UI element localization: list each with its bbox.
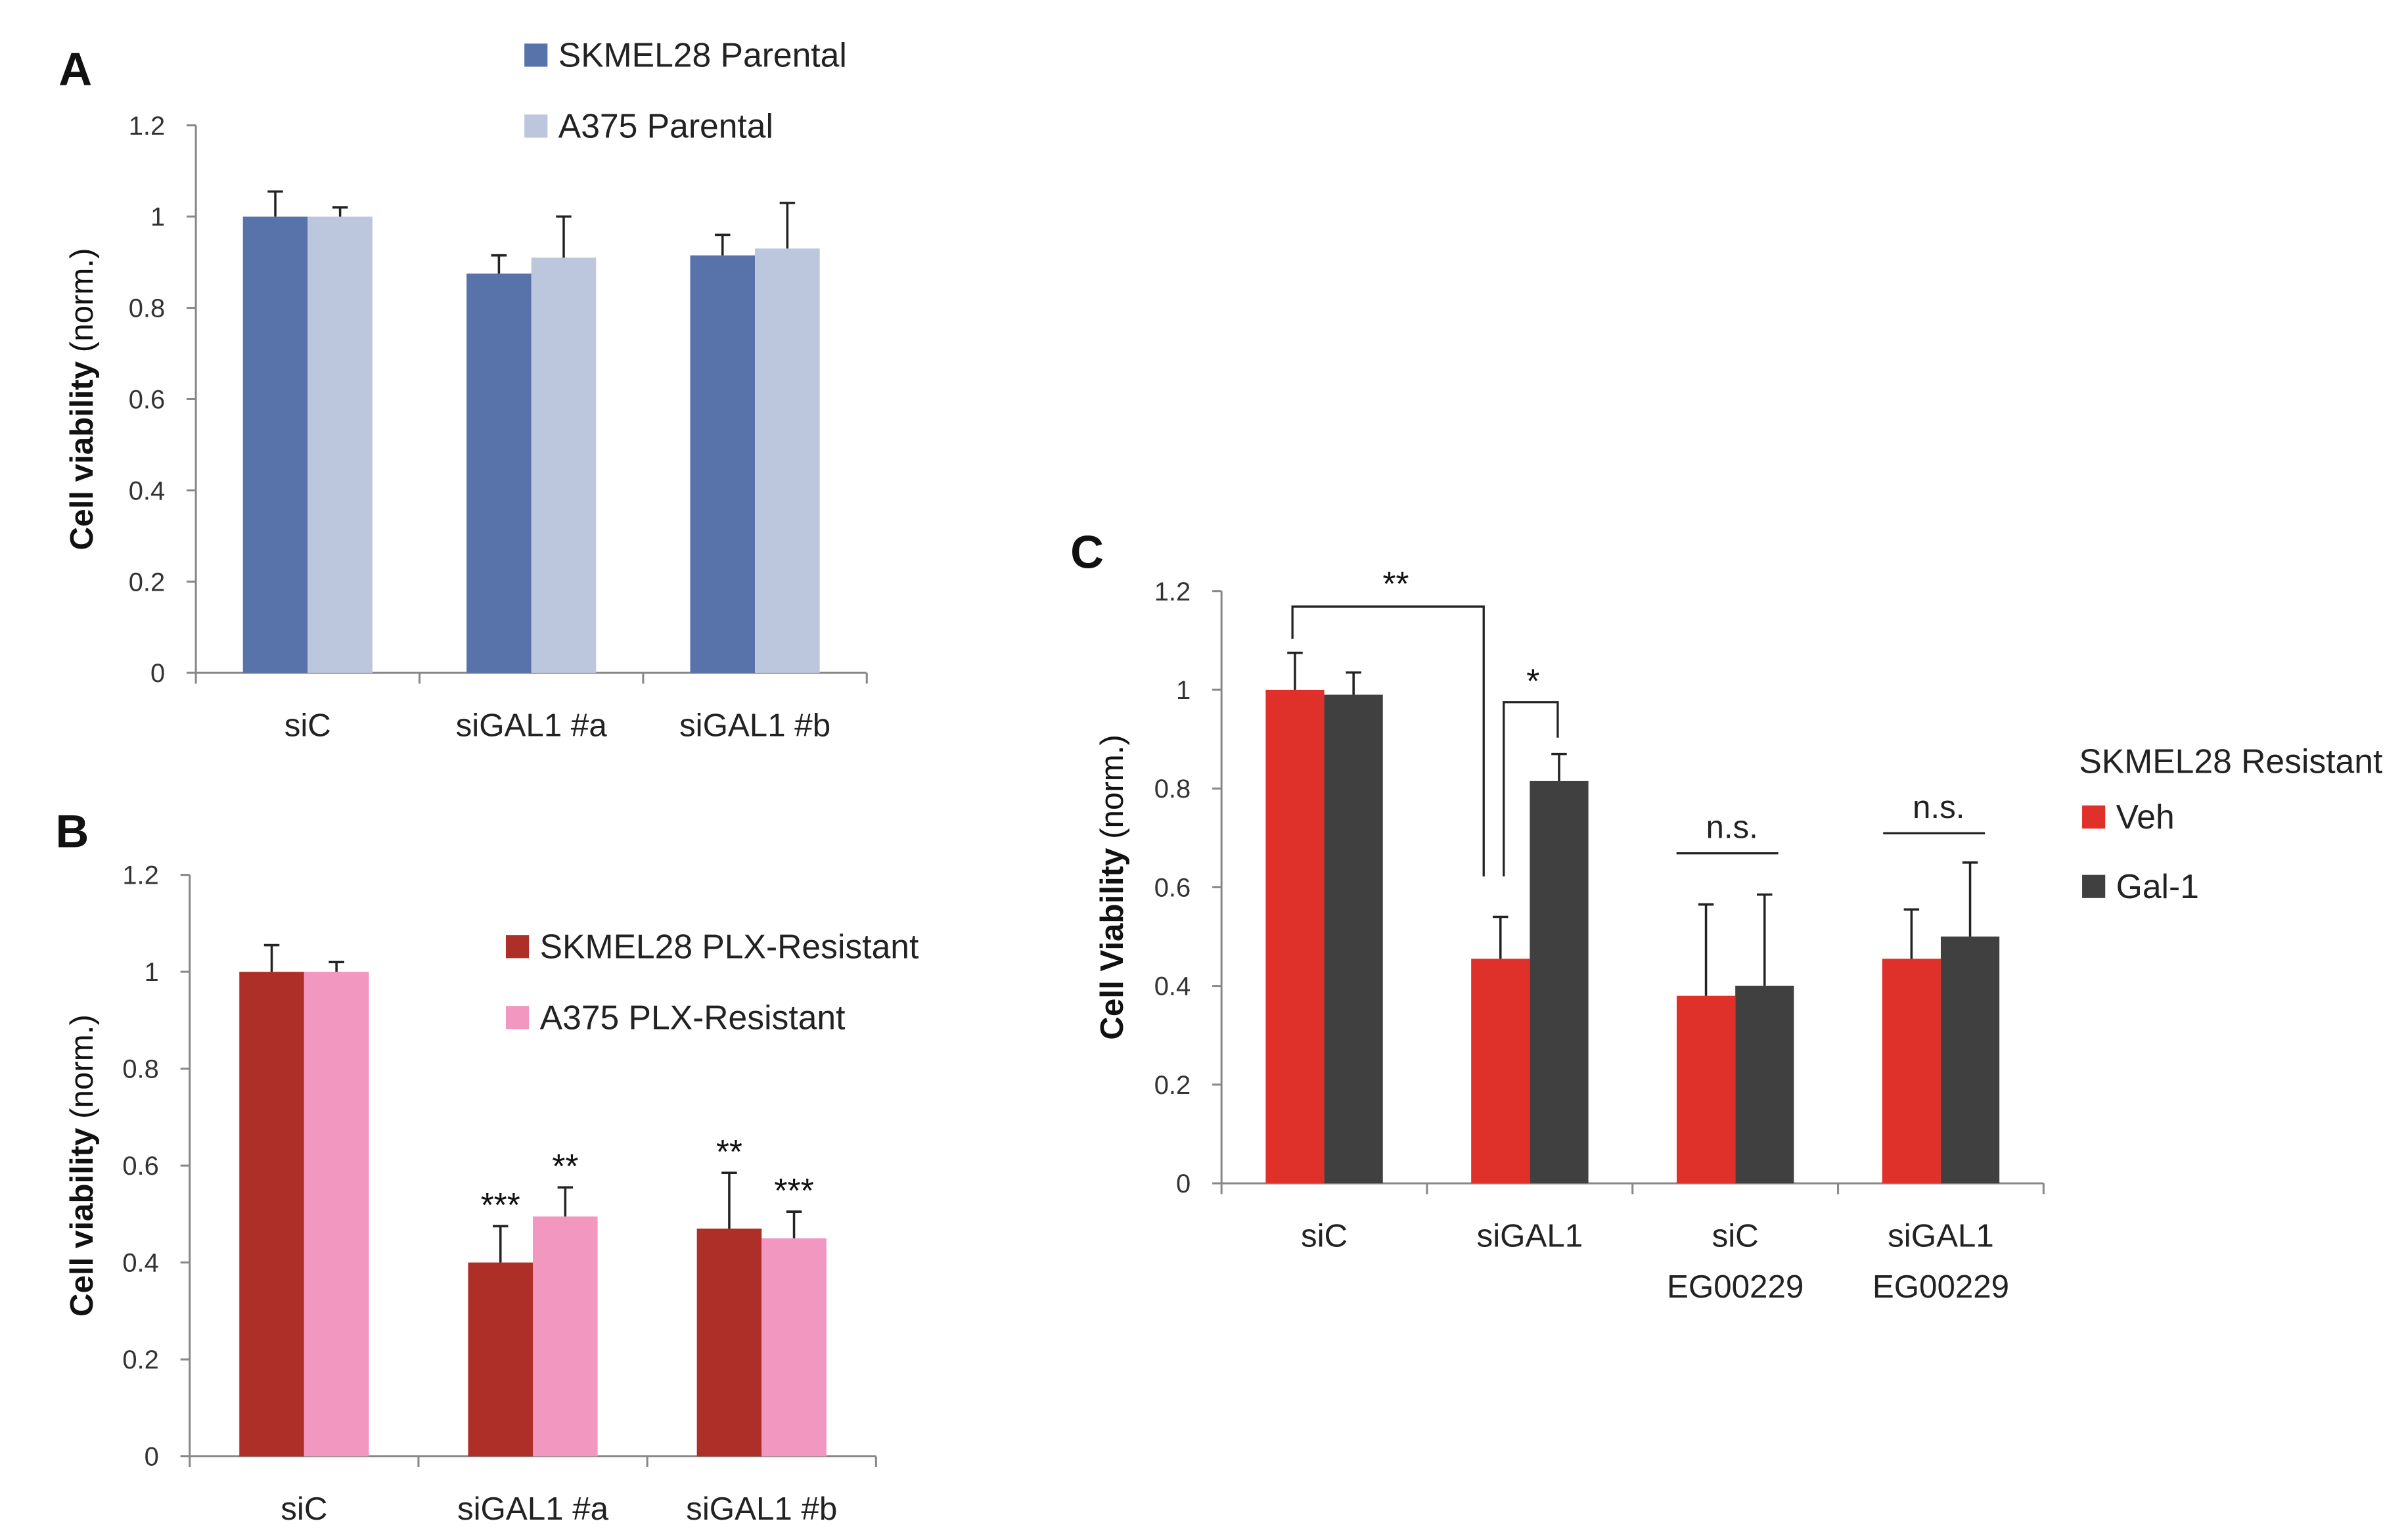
bar: [1735, 985, 1794, 1184]
bar: [1324, 694, 1383, 1184]
y-tick-label: 0.6: [122, 1152, 158, 1181]
y-axis-label-bold: Cell viability: [64, 1127, 100, 1317]
legend-swatch: [505, 935, 530, 959]
legend-swatch: [2082, 874, 2106, 898]
x-category-label: siC: [1712, 1217, 1759, 1254]
bar: [468, 1262, 533, 1457]
legend-label: A375 Parental: [558, 107, 773, 145]
significance-label: **: [1382, 565, 1409, 603]
legend-swatch: [505, 1006, 530, 1030]
y-tick-label: 1: [150, 203, 165, 232]
bar: [304, 972, 369, 1457]
panel-label: A: [58, 43, 92, 95]
bar: [761, 1238, 827, 1457]
significance-label: n.s.: [1706, 809, 1758, 845]
y-axis-label-bold: Cell viability: [64, 361, 100, 550]
bar: [1530, 781, 1589, 1184]
significance-label: n.s.: [1913, 789, 1964, 825]
chart-panel-a: A 0 0.2 0.4 0.6 0.8 1 1.2 Cell viability (norm.)…: [58, 36, 868, 743]
x-category-label: siC: [284, 707, 331, 743]
y-tick-label: 0.4: [1154, 972, 1191, 1001]
legend-swatch: [524, 43, 548, 67]
bar: [307, 216, 373, 673]
bar: [531, 258, 597, 673]
legend-label: SKMEL28 Parental: [558, 36, 847, 74]
significance-bracket: [1291, 605, 1485, 876]
bar: [690, 255, 756, 673]
y-axis-label: Cell viability (norm.): [64, 1014, 100, 1317]
bar: [466, 273, 532, 673]
y-tick-label: 0: [150, 659, 165, 688]
chart-panel-c: C 0 0.2 0.4 0.6 0.8 1 1.2 Cell Viability (norm.)…: [1070, 526, 2382, 1304]
y-tick-label: 0.6: [129, 386, 165, 415]
y-tick-label: 1.2: [122, 861, 158, 890]
x-category-label: EG00229: [1873, 1269, 2009, 1305]
bar: [239, 972, 304, 1457]
bar: [242, 216, 308, 673]
legend-swatch: [2082, 805, 2106, 829]
x-category-label: siGAL1 #b: [686, 1491, 837, 1527]
y-tick-label: 0.2: [1154, 1071, 1191, 1100]
y-tick-label: 0.8: [129, 294, 165, 323]
bar: [1471, 959, 1530, 1184]
x-category-label: EG00229: [1667, 1269, 1804, 1305]
x-category-label: siGAL1 #b: [679, 707, 830, 743]
bar: [696, 1228, 762, 1457]
significance-label: ***: [774, 1171, 813, 1210]
x-category-label: siC: [281, 1491, 327, 1527]
y-tick-label: 0.2: [129, 568, 165, 597]
y-axis-label-unit: (norm.): [64, 1014, 100, 1127]
y-axis-label: Cell viability (norm.): [64, 248, 100, 550]
legend-label: Veh: [2116, 798, 2175, 836]
y-tick-label: 1.2: [1154, 578, 1191, 606]
y-tick-label: 0: [145, 1443, 159, 1472]
significance-bracket: [1503, 701, 1559, 876]
y-tick-label: 0: [1176, 1169, 1191, 1198]
bar: [1676, 995, 1736, 1184]
y-axis-label-bold: Cell Viability: [1094, 848, 1130, 1040]
bar: [1940, 936, 2000, 1184]
significance-label: **: [716, 1133, 742, 1171]
legend-label: A375 PLX-Resistant: [540, 998, 846, 1036]
x-category-label: siGAL1 #a: [456, 707, 608, 743]
y-tick-label: 1.2: [129, 112, 165, 141]
y-axis-label-unit: (norm.): [64, 248, 100, 361]
y-axis-label: Cell Viability (norm.): [1094, 735, 1130, 1040]
y-tick-label: 0.8: [122, 1055, 158, 1084]
panel-label: C: [1070, 526, 1104, 578]
y-tick-label: 0.8: [1154, 775, 1191, 804]
y-tick-label: 1: [145, 958, 159, 987]
x-category-label: siGAL1 #a: [457, 1491, 609, 1527]
bar: [1265, 689, 1325, 1184]
legend-label: Gal-1: [2116, 867, 2199, 905]
x-category-label: siC: [1301, 1217, 1348, 1254]
legend-title: SKMEL28 Resistant: [2079, 742, 2382, 781]
y-axis-label-unit: (norm.): [1094, 735, 1130, 848]
legend-label: SKMEL28 PLX-Resistant: [540, 927, 919, 965]
y-tick-label: 1: [1176, 676, 1191, 705]
y-tick-label: 0.2: [122, 1346, 158, 1374]
y-tick-label: 0.4: [129, 476, 165, 505]
significance-label: **: [552, 1147, 578, 1185]
legend-swatch: [524, 114, 548, 138]
significance-label: ***: [481, 1186, 520, 1224]
significance-label: *: [1526, 662, 1539, 700]
bar: [755, 248, 820, 673]
x-category-label: siGAL1: [1888, 1217, 1994, 1254]
panel-label: B: [56, 805, 89, 857]
y-tick-label: 0.6: [1154, 873, 1191, 902]
chart-panel-b: B 0 0.2 0.4 0.6 0.8 1 1.2 Cell viability (norm.)…: [56, 805, 919, 1526]
y-tick-label: 0.4: [122, 1249, 158, 1278]
bar: [1882, 959, 1941, 1184]
bar: [533, 1216, 598, 1457]
x-category-label: siGAL1: [1477, 1217, 1583, 1254]
